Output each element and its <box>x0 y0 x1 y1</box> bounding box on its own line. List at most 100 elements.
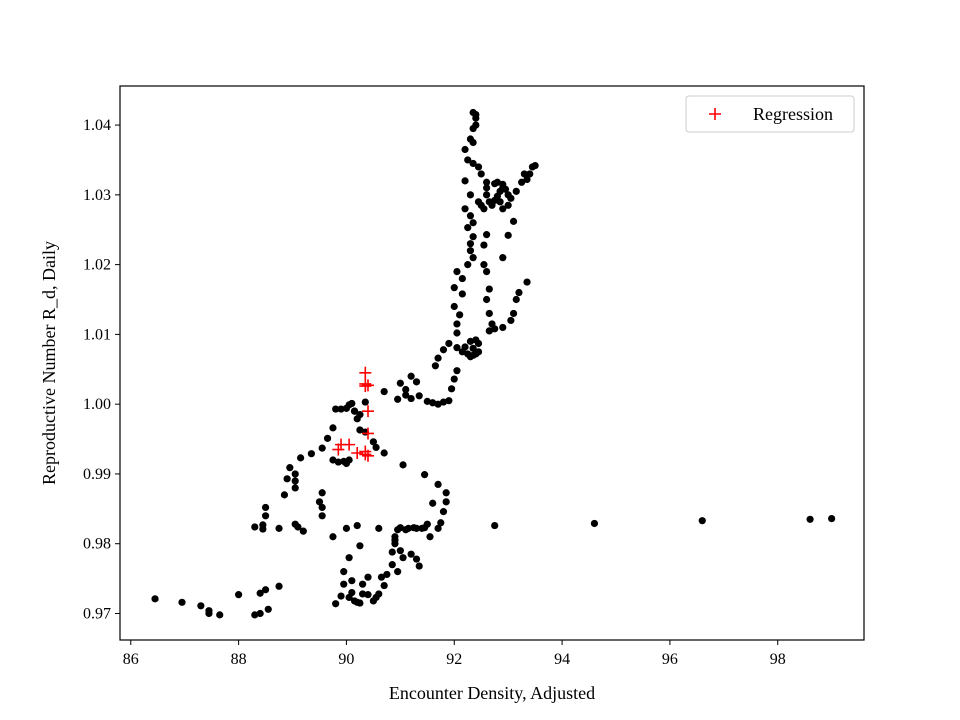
data-point <box>461 343 469 351</box>
data-point <box>353 521 361 530</box>
data-point <box>291 470 299 478</box>
data-point <box>399 461 407 469</box>
data-point <box>509 217 518 225</box>
data-point <box>434 400 442 408</box>
data-point <box>197 602 205 610</box>
data-point <box>329 424 337 432</box>
data-point <box>280 491 289 499</box>
data-point <box>412 378 421 386</box>
data-point <box>493 178 501 186</box>
data-point <box>499 205 507 213</box>
data-point <box>402 391 410 399</box>
regression-point <box>332 443 345 456</box>
data-point <box>359 580 367 588</box>
data-point <box>518 178 526 186</box>
data-point <box>407 394 415 403</box>
data-point <box>485 309 493 318</box>
data-point <box>348 399 356 408</box>
data-point <box>483 184 491 192</box>
data-point <box>439 508 448 516</box>
data-point <box>466 191 475 199</box>
data-point <box>396 547 404 555</box>
x-tick-label: 94 <box>554 651 570 668</box>
data-point <box>483 295 491 304</box>
data-point <box>291 484 299 492</box>
data-point <box>256 589 264 597</box>
data-point <box>348 588 356 597</box>
data-point <box>453 344 461 352</box>
data-point <box>251 611 259 619</box>
data-point <box>421 471 429 479</box>
data-point <box>356 599 364 607</box>
data-point <box>402 385 410 394</box>
x-axis: 86 88 90 92 94 96 98 <box>123 640 786 668</box>
data-point <box>261 512 270 520</box>
data-point <box>286 464 294 472</box>
data-point <box>472 121 480 129</box>
data-point <box>483 231 491 239</box>
data-point <box>332 600 340 608</box>
data-point <box>283 475 291 483</box>
regression-point <box>343 438 356 451</box>
data-point <box>318 444 326 452</box>
data-point <box>496 198 504 206</box>
data-point <box>429 399 437 407</box>
data-point <box>431 362 439 370</box>
data-point <box>515 288 523 297</box>
data-point <box>361 398 369 406</box>
data-point <box>323 434 332 442</box>
data-point <box>526 170 534 178</box>
data-point <box>353 415 361 423</box>
data-point <box>345 456 353 464</box>
plot-area <box>120 86 864 640</box>
data-point <box>275 582 283 590</box>
data-point <box>469 219 477 227</box>
data-point <box>491 521 499 530</box>
data-point <box>364 591 372 599</box>
data-point <box>483 267 491 276</box>
data-point <box>450 375 458 383</box>
data-point <box>251 523 259 531</box>
data-point <box>447 385 456 393</box>
data-point <box>329 533 337 541</box>
data-point <box>380 581 388 590</box>
data-point <box>375 590 383 598</box>
legend-label-regression: Regression <box>753 104 833 124</box>
data-point <box>466 337 475 345</box>
regression-point <box>351 447 364 460</box>
data-point <box>590 519 599 528</box>
y-axis-label: Reproductive Number R_d, Daily <box>39 241 59 485</box>
data-point <box>499 180 507 188</box>
data-point <box>396 524 404 532</box>
data-point <box>412 555 421 563</box>
regression-point <box>362 379 374 392</box>
data-point <box>512 295 520 304</box>
data-point <box>380 449 388 457</box>
data-point <box>507 316 515 325</box>
x-tick-label: 96 <box>662 651 678 668</box>
y-tick-label: 0.99 <box>83 466 111 483</box>
data-point <box>806 515 814 523</box>
data-point <box>469 233 477 241</box>
data-point <box>509 309 518 318</box>
y-tick-label: 1.02 <box>83 257 111 274</box>
data-point <box>350 407 359 415</box>
data-point <box>205 609 213 618</box>
y-tick-label: 0.97 <box>83 605 111 622</box>
data-point <box>453 329 461 337</box>
data-point <box>345 554 353 562</box>
data-point <box>523 278 531 286</box>
data-point <box>456 311 464 319</box>
y-tick-label: 1.00 <box>83 396 111 413</box>
regression-series <box>332 366 374 462</box>
data-point <box>458 290 466 298</box>
legend: Regression <box>685 95 855 133</box>
data-point <box>388 561 396 569</box>
data-point <box>407 550 415 558</box>
data-point <box>480 241 488 249</box>
data-point <box>469 254 477 262</box>
data-point <box>377 573 386 581</box>
x-tick-label: 88 <box>231 651 247 668</box>
data-point <box>466 135 475 143</box>
